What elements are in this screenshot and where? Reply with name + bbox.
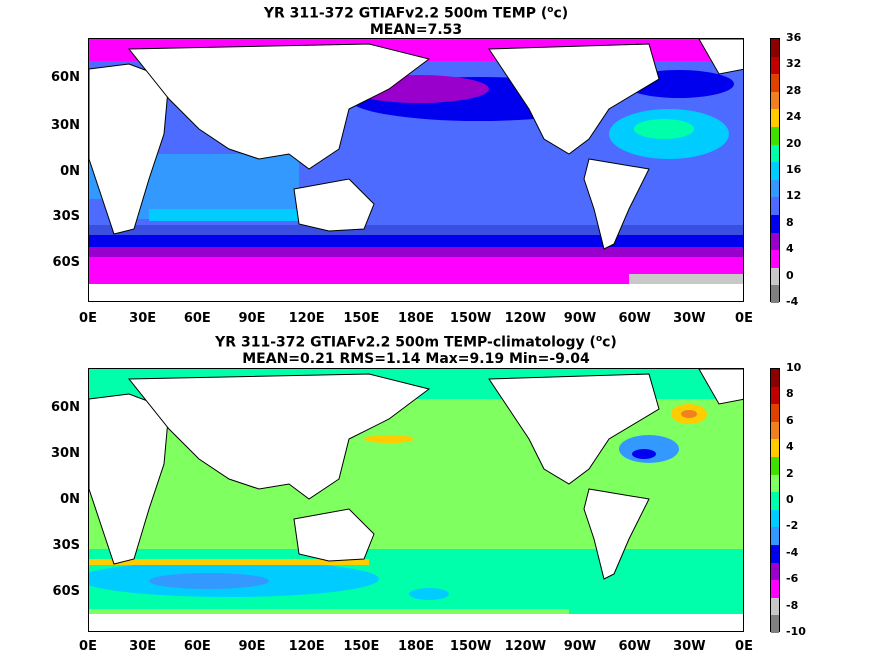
- panel1-lat-0n: 0N: [60, 164, 80, 179]
- colorbar-segment: [771, 267, 779, 286]
- lon-label: 150W: [449, 311, 492, 326]
- panel1-colorbar: [770, 38, 780, 303]
- colorbar-segment: [771, 285, 779, 303]
- lon-label: 90W: [563, 639, 597, 654]
- lon-label: 180E: [397, 311, 435, 326]
- panel2-lat-0n: 0N: [60, 492, 80, 507]
- colorbar-tick-label: 2: [786, 466, 794, 480]
- colorbar-tick-label: 8: [786, 387, 794, 401]
- lon-label: 60E: [183, 311, 211, 326]
- lon-label: 0E: [735, 639, 753, 654]
- colorbar-segment: [771, 126, 779, 145]
- lon-label: 90E: [238, 311, 266, 326]
- colorbar-tick-label: 20: [786, 136, 802, 150]
- panel1-mean: MEAN=7.53: [369, 21, 463, 38]
- colorbar-tick-label: 4: [786, 242, 794, 256]
- colorbar-tick-label: 36: [786, 31, 802, 44]
- colorbar-tick-label: 32: [786, 57, 802, 71]
- lon-label: 150E: [343, 639, 380, 654]
- colorbar-tick-label: 0: [786, 493, 794, 506]
- panel2-lat-30s: 30S: [52, 538, 80, 553]
- colorbar-tick-label: 10: [786, 361, 802, 374]
- colorbar-segment: [771, 39, 779, 57]
- panel1-lat-30s: 30S: [52, 209, 80, 224]
- panel1-lat-60s: 60S: [52, 255, 80, 270]
- colorbar-tick-label: 28: [786, 83, 802, 97]
- panel2-stats: MEAN=0.21 RMS=1.14 Max=9.19 Min=-9.04: [242, 350, 590, 367]
- colorbar-segment: [771, 404, 779, 422]
- colorbar-tick-label: 12: [786, 189, 802, 203]
- colorbar-segment: [771, 232, 779, 251]
- colorbar-segment: [771, 562, 779, 581]
- panel2-anomaly-map: [88, 368, 744, 632]
- lon-label: 120W: [504, 639, 547, 654]
- colorbar-segment: [771, 369, 779, 387]
- colorbar-tick-label: -4: [786, 545, 799, 559]
- colorbar-segment: [771, 580, 779, 598]
- lon-label: 90W: [563, 311, 597, 326]
- colorbar-segment: [771, 162, 779, 180]
- colorbar-segment: [771, 527, 779, 545]
- colorbar-segment: [771, 439, 779, 457]
- colorbar-tick-label: -2: [786, 519, 799, 533]
- colorbar-segment: [771, 474, 779, 493]
- panel1-lat-30n: 30N: [51, 118, 80, 133]
- lon-label: 30W: [673, 639, 706, 654]
- colorbar-tick-label: 16: [786, 163, 802, 176]
- colorbar-segment: [771, 197, 779, 215]
- colorbar-segment: [771, 615, 779, 633]
- colorbar-segment: [771, 544, 779, 563]
- lon-label: 60W: [618, 639, 651, 654]
- lon-label: 0E: [735, 311, 753, 326]
- colorbar-tick-label: -10: [786, 625, 806, 638]
- lon-label: 150E: [343, 311, 380, 326]
- colorbar-segment: [771, 144, 779, 163]
- panel2-colorbar: [770, 368, 780, 633]
- panel1-title: YR 311-372 GTIAFv2.2 500m TEMP (oc) MEAN…: [263, 5, 569, 38]
- colorbar-segment: [771, 74, 779, 92]
- lon-label: 30E: [129, 311, 157, 326]
- colorbar-tick-label: -4: [786, 295, 799, 308]
- colorbar-segment: [771, 456, 779, 475]
- panel2-lat-60s: 60S: [52, 584, 80, 599]
- colorbar-segment: [771, 91, 779, 110]
- colorbar-segment: [771, 421, 779, 440]
- colorbar-tick-label: -8: [786, 598, 799, 612]
- lon-label: 120E: [288, 639, 325, 654]
- lon-label: 120W: [504, 311, 547, 326]
- colorbar-tick-label: 6: [786, 413, 794, 427]
- lon-label: 90E: [238, 639, 266, 654]
- colorbar-tick-label: 24: [786, 110, 802, 124]
- colorbar-tick-label: -6: [786, 572, 799, 586]
- lon-label: 60W: [618, 311, 651, 326]
- colorbar-segment: [771, 179, 779, 198]
- colorbar-tick-label: 0: [786, 268, 794, 282]
- lon-label: 180E: [397, 639, 435, 654]
- lon-label: 0E: [79, 311, 97, 326]
- panel2-lat-60n: 60N: [51, 400, 80, 415]
- panel1-temperature-map: [88, 38, 744, 302]
- colorbar-segment: [771, 214, 779, 233]
- lon-label: 150W: [449, 639, 492, 654]
- panel2-title: YR 311-372 GTIAFv2.2 500m TEMP-climatolo…: [215, 334, 617, 367]
- lon-label: 30W: [673, 311, 706, 326]
- colorbar-segment: [771, 250, 779, 268]
- lon-label: 60E: [183, 639, 211, 654]
- colorbar-segment: [771, 386, 779, 405]
- colorbar-segment: [771, 492, 779, 510]
- colorbar-tick-label: 4: [786, 440, 794, 454]
- colorbar-segment: [771, 597, 779, 616]
- colorbar-tick-label: 8: [786, 215, 794, 229]
- lon-label: 120E: [288, 311, 325, 326]
- panel1-lat-60n: 60N: [51, 70, 80, 85]
- panel2-lat-30n: 30N: [51, 446, 80, 461]
- lon-label: 0E: [79, 639, 97, 654]
- colorbar-segment: [771, 109, 779, 127]
- colorbar-segment: [771, 509, 779, 528]
- lon-label: 30E: [129, 639, 157, 654]
- colorbar-segment: [771, 56, 779, 75]
